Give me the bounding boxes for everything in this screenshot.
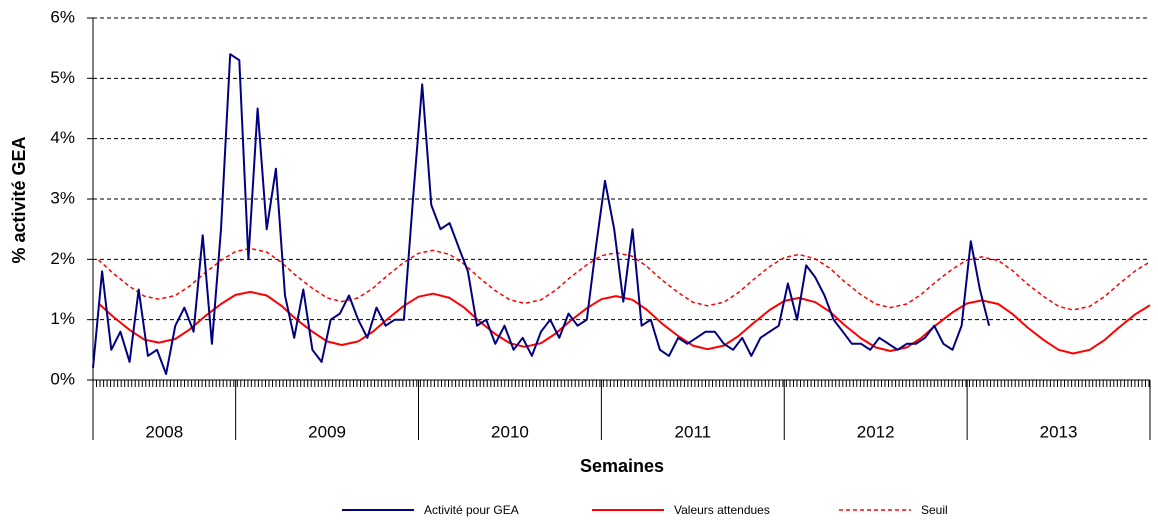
y-tick-label: 6%: [50, 7, 75, 26]
y-tick-label: 4%: [50, 128, 75, 147]
y-tick-label: 1%: [50, 309, 75, 328]
year-label: 2012: [857, 422, 895, 441]
year-label: 2010: [491, 422, 529, 441]
week-ticks: [92, 380, 1150, 387]
year-label: 2011: [675, 422, 712, 441]
legend-label: Seuil: [921, 503, 948, 517]
legend-label: Activité pour GEA: [424, 503, 519, 517]
legend-label: Valeurs attendues: [674, 503, 770, 517]
x-axis-title: Semaines: [580, 456, 664, 476]
y-tick-label: 3%: [50, 188, 75, 207]
year-label: 2009: [308, 422, 346, 441]
series-line: [92, 53, 991, 375]
year-label: 2013: [1040, 422, 1078, 441]
y-axis-title: % activité GEA: [9, 136, 29, 263]
y-tick-label: 2%: [50, 249, 75, 268]
y-tick-label: 0%: [50, 369, 75, 388]
y-tick-label: 5%: [50, 68, 75, 87]
year-label: 2008: [145, 422, 183, 441]
